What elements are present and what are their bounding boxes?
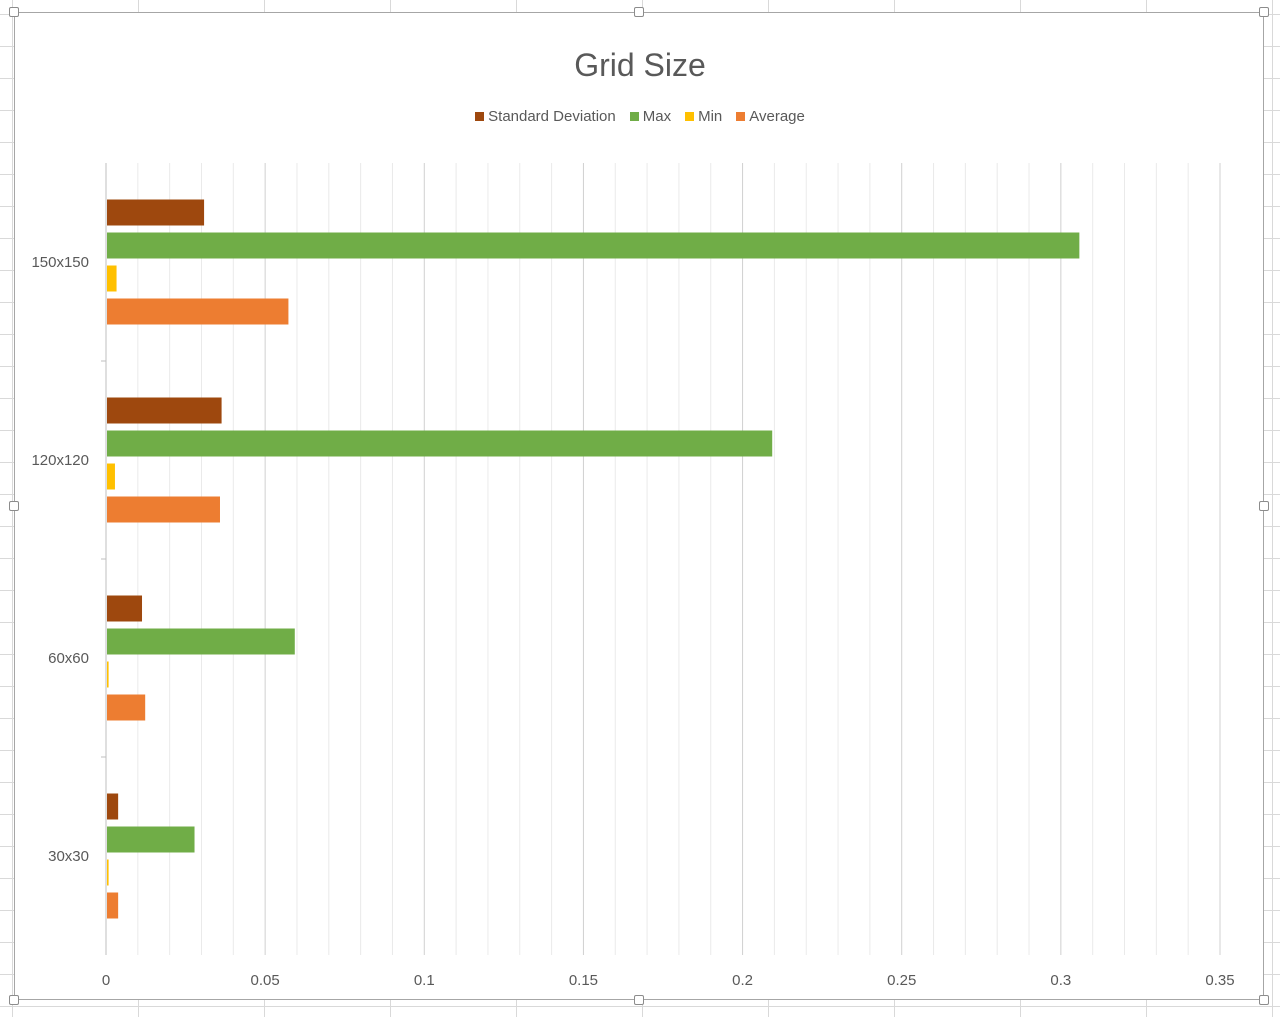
category-label: 120x120 xyxy=(31,452,89,469)
legend-entry[interactable]: Min xyxy=(685,108,722,125)
bar[interactable] xyxy=(107,265,117,292)
chart-legend[interactable]: Standard Deviation Max Min Average xyxy=(15,108,1265,125)
x-tick-label: 0.1 xyxy=(414,972,435,989)
bar[interactable] xyxy=(107,595,143,622)
category-label: 60x60 xyxy=(48,650,89,667)
legend-label: Average xyxy=(749,108,805,125)
bar[interactable] xyxy=(107,793,119,820)
resize-handle-bottom-right[interactable] xyxy=(1259,995,1269,1005)
x-tick-label: 0.05 xyxy=(251,972,280,989)
bar[interactable] xyxy=(107,694,146,721)
x-tick-label: 0 xyxy=(102,972,110,989)
legend-swatch xyxy=(736,112,746,121)
resize-handle-bottom[interactable] xyxy=(634,995,644,1005)
sheet-row-line xyxy=(0,1006,1280,1007)
bar[interactable] xyxy=(107,892,119,919)
category-label: 30x30 xyxy=(48,848,89,865)
bar[interactable] xyxy=(107,397,222,424)
chart-object[interactable]: Grid Size Standard Deviation Max Min Averag… xyxy=(9,7,1269,1005)
legend-label: Max xyxy=(642,108,672,125)
bar[interactable] xyxy=(107,232,1080,259)
bar[interactable] xyxy=(107,199,205,226)
legend-entry[interactable]: Standard Deviation xyxy=(475,108,616,125)
chart-title[interactable]: Grid Size xyxy=(574,47,706,83)
legend-swatch xyxy=(629,112,639,121)
bar[interactable] xyxy=(107,859,109,886)
plot-area[interactable]: 0 0.05 0.1 0.15 0.2 0.25 0.3 0.35 30x30 60x60 120x… xyxy=(15,13,1265,1001)
resize-handle-top-right[interactable] xyxy=(1259,7,1269,17)
resize-handle-top[interactable] xyxy=(634,7,644,17)
resize-handle-right[interactable] xyxy=(1259,501,1269,511)
bar[interactable] xyxy=(107,430,773,457)
resize-handle-top-left[interactable] xyxy=(9,7,19,17)
bar[interactable] xyxy=(107,298,289,325)
sheet-column-line xyxy=(1272,0,1273,1017)
x-tick-label: 0.3 xyxy=(1050,972,1071,989)
bar[interactable] xyxy=(107,463,115,490)
bar[interactable] xyxy=(107,661,109,688)
category-label: 150x150 xyxy=(31,254,89,271)
x-tick-label: 0.35 xyxy=(1205,972,1234,989)
legend-entry[interactable]: Average xyxy=(736,108,805,125)
x-tick-label: 0.25 xyxy=(887,972,916,989)
legend-entry[interactable]: Max xyxy=(629,108,672,125)
resize-handle-bottom-left[interactable] xyxy=(9,995,19,1005)
x-tick-label: 0.2 xyxy=(732,972,753,989)
x-tick-label: 0.15 xyxy=(569,972,598,989)
bar[interactable] xyxy=(107,496,220,523)
bar[interactable] xyxy=(107,628,295,655)
legend-label: Min xyxy=(698,108,723,125)
legend-swatch xyxy=(475,112,485,121)
legend-swatch xyxy=(685,112,695,121)
bar[interactable] xyxy=(107,826,195,853)
legend-label: Standard Deviation xyxy=(488,108,616,125)
resize-handle-left[interactable] xyxy=(9,501,19,511)
